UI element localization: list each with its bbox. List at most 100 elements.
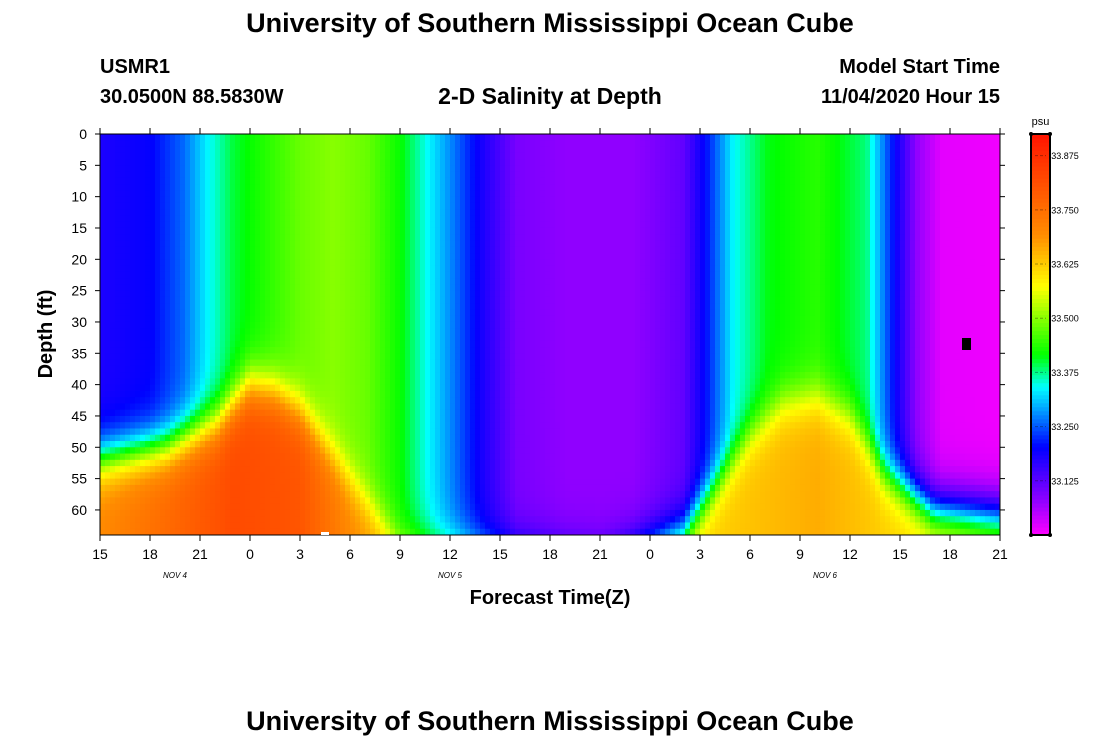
heatmap-cell bbox=[450, 390, 456, 398]
heatmap-cell bbox=[130, 284, 136, 292]
heatmap-cell bbox=[160, 441, 166, 448]
heatmap-cell bbox=[135, 447, 141, 455]
heatmap-cell bbox=[455, 284, 461, 292]
heatmap-cell bbox=[155, 303, 161, 311]
heatmap-cell bbox=[110, 372, 116, 379]
heatmap-cell bbox=[125, 347, 131, 354]
heatmap-cell bbox=[155, 227, 161, 235]
heatmap-cell bbox=[165, 215, 171, 223]
heatmap-cell bbox=[155, 315, 161, 323]
heatmap-cell bbox=[430, 447, 436, 455]
heatmap-cell bbox=[280, 390, 286, 398]
heatmap-cell bbox=[315, 415, 321, 423]
heatmap-cell bbox=[360, 215, 366, 223]
heatmap-cell bbox=[305, 365, 311, 373]
heatmap-cell bbox=[440, 221, 446, 229]
heatmap-cell bbox=[235, 284, 241, 292]
heatmap-cell bbox=[210, 478, 216, 486]
heatmap-cell bbox=[150, 221, 156, 229]
heatmap-cell bbox=[165, 484, 171, 492]
heatmap-cell bbox=[240, 303, 246, 311]
heatmap-cell bbox=[385, 134, 391, 141]
heatmap-cell bbox=[180, 459, 186, 467]
heatmap-cell bbox=[370, 428, 376, 436]
heatmap-cell bbox=[100, 209, 106, 217]
heatmap-cell bbox=[100, 146, 106, 154]
heatmap-cell bbox=[450, 278, 456, 285]
heatmap-cell bbox=[460, 453, 466, 461]
heatmap-cell bbox=[175, 246, 181, 254]
heatmap-cell bbox=[415, 303, 421, 311]
heatmap-cell bbox=[295, 347, 301, 354]
heatmap-cell bbox=[385, 234, 391, 242]
heatmap-cell bbox=[390, 353, 396, 361]
heatmap-cell bbox=[265, 296, 271, 304]
heatmap-cell bbox=[355, 290, 361, 298]
heatmap-cell bbox=[385, 152, 391, 160]
heatmap-cell bbox=[455, 296, 461, 304]
heatmap-cell bbox=[185, 378, 191, 386]
heatmap-cell bbox=[325, 372, 331, 379]
heatmap-cell bbox=[430, 403, 436, 411]
heatmap-cell bbox=[105, 227, 111, 235]
heatmap-cell bbox=[250, 227, 256, 235]
heatmap-cell bbox=[410, 190, 416, 198]
heatmap-cell bbox=[160, 315, 166, 323]
heatmap-cell bbox=[480, 509, 486, 517]
heatmap-cell bbox=[105, 522, 111, 530]
heatmap-cell bbox=[335, 209, 341, 217]
heatmap-cell bbox=[410, 472, 416, 480]
heatmap-cell bbox=[455, 340, 461, 348]
heatmap-cell bbox=[460, 240, 466, 248]
heatmap-cell bbox=[465, 422, 471, 430]
heatmap-cell bbox=[340, 240, 346, 248]
heatmap-cell bbox=[345, 422, 351, 430]
heatmap-cell bbox=[320, 415, 326, 423]
heatmap-cell bbox=[145, 459, 151, 467]
heatmap-cell bbox=[205, 466, 211, 473]
heatmap-cell bbox=[225, 409, 231, 417]
heatmap-cell bbox=[385, 472, 391, 480]
heatmap-cell bbox=[140, 491, 146, 499]
heatmap-cell bbox=[345, 146, 351, 154]
heatmap-cell bbox=[335, 347, 341, 354]
heatmap-cell bbox=[300, 365, 306, 373]
heatmap-cell bbox=[100, 340, 106, 348]
heatmap-cell bbox=[250, 202, 256, 210]
heatmap-cell bbox=[330, 146, 336, 154]
heatmap-cell bbox=[180, 165, 186, 173]
heatmap-cell bbox=[415, 165, 421, 173]
heatmap-cell bbox=[200, 497, 206, 505]
heatmap-cell bbox=[105, 303, 111, 311]
heatmap-cell bbox=[140, 415, 146, 423]
heatmap-cell bbox=[270, 516, 276, 524]
heatmap-cell bbox=[145, 246, 151, 254]
heatmap-cell bbox=[265, 177, 271, 185]
heatmap-cell bbox=[195, 234, 201, 242]
heatmap-cell bbox=[130, 503, 136, 511]
heatmap-cell bbox=[210, 278, 216, 285]
heatmap-cell bbox=[200, 196, 206, 204]
heatmap-cell bbox=[100, 522, 106, 530]
heatmap-cell bbox=[195, 422, 201, 430]
heatmap-cell bbox=[260, 309, 266, 317]
heatmap-cell bbox=[465, 353, 471, 361]
heatmap-cell bbox=[205, 409, 211, 417]
heatmap-cell bbox=[235, 221, 241, 229]
heatmap-cell bbox=[275, 221, 281, 229]
heatmap-cell bbox=[410, 528, 416, 535]
heatmap-cell bbox=[250, 484, 256, 492]
heatmap-cell bbox=[315, 334, 321, 342]
heatmap-cell bbox=[405, 284, 411, 292]
heatmap-cell bbox=[415, 309, 421, 317]
heatmap-cell bbox=[305, 177, 311, 185]
heatmap-cell bbox=[250, 434, 256, 442]
heatmap-cell bbox=[195, 378, 201, 386]
heatmap-cell bbox=[395, 177, 401, 185]
heatmap-cell bbox=[155, 221, 161, 229]
heatmap-cell bbox=[420, 177, 426, 185]
heatmap-cell bbox=[415, 516, 421, 524]
heatmap-cell bbox=[185, 290, 191, 298]
heatmap-cell bbox=[415, 528, 421, 535]
heatmap-cell bbox=[420, 447, 426, 455]
